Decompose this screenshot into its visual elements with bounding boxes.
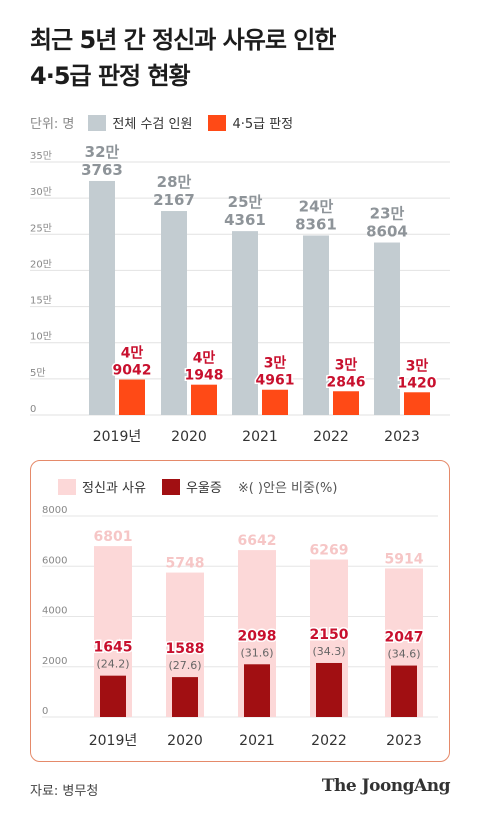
y-tick-label: 0 bbox=[42, 706, 48, 717]
data-label-total: 25만 bbox=[228, 193, 263, 211]
title-line-2: 4·5급 판정 현황 bbox=[30, 62, 191, 90]
x-tick-label: 2022 bbox=[313, 429, 349, 445]
legend-item-grade45: 4·5급 판정 bbox=[208, 113, 293, 132]
y-tick-label: 35만 bbox=[30, 150, 52, 162]
data-label-grade45: 1420 bbox=[398, 375, 437, 391]
source-note: 자료: 병무청 bbox=[30, 784, 99, 799]
bar-total bbox=[232, 231, 258, 415]
data-label-psych: 5914 bbox=[385, 551, 424, 567]
data-label-grade45: 3만 bbox=[335, 357, 358, 373]
x-tick-label: 2021 bbox=[242, 429, 278, 445]
share-label: (27.6) bbox=[168, 659, 201, 672]
data-label-total: 8361 bbox=[295, 215, 337, 233]
x-tick-label: 2022 bbox=[311, 733, 347, 749]
data-label-total: 3763 bbox=[81, 161, 123, 179]
legend-swatch-gray bbox=[88, 114, 107, 131]
bottom-chart-legend: 정신과 사유 우울증 ※( )안은 비중(%) bbox=[58, 477, 337, 496]
data-label-depression: 2098 bbox=[238, 628, 277, 644]
data-label-depression: 2047 bbox=[385, 630, 424, 646]
data-label-grade45: 3만 bbox=[264, 356, 287, 372]
data-label-grade45: 4만 bbox=[193, 351, 216, 367]
y-tick-label: 6000 bbox=[42, 555, 67, 566]
unit-label: 단위: 명 bbox=[30, 117, 75, 132]
x-tick-label: 2020 bbox=[171, 429, 207, 445]
data-label-depression: 1588 bbox=[166, 641, 205, 657]
bar-total bbox=[161, 211, 187, 415]
data-label-total: 4361 bbox=[224, 211, 266, 229]
share-label: (34.6) bbox=[387, 648, 420, 661]
chart-title: 최근 5년 간 정신과 사유로 인한 4·5급 판정 현황 bbox=[30, 22, 336, 94]
legend-label-total: 전체 수검 인원 bbox=[112, 117, 193, 132]
x-tick-label: 2019년 bbox=[89, 733, 138, 749]
data-label-psych: 6642 bbox=[238, 533, 277, 549]
data-label-depression: 2150 bbox=[310, 627, 349, 643]
bar-total bbox=[303, 235, 329, 415]
bar-depression bbox=[316, 662, 342, 717]
bar-grade45 bbox=[404, 392, 430, 415]
data-label-grade45: 9042 bbox=[113, 363, 152, 379]
share-label: (31.6) bbox=[240, 646, 273, 659]
y-tick-label: 10만 bbox=[30, 331, 52, 343]
data-label-total: 32만 bbox=[85, 143, 120, 161]
y-tick-label: 0 bbox=[30, 404, 36, 415]
data-label-total: 24만 bbox=[299, 197, 334, 215]
legend-item-psych: 정신과 사유 bbox=[58, 477, 146, 496]
y-tick-label: 15만 bbox=[30, 295, 52, 307]
legend-swatch-orange bbox=[208, 114, 227, 131]
y-tick-label: 20만 bbox=[30, 258, 52, 270]
data-label-total: 23만 bbox=[370, 205, 405, 223]
legend-swatch-darkred bbox=[161, 478, 180, 495]
x-tick-label: 2023 bbox=[386, 733, 422, 749]
y-tick-label: 2000 bbox=[42, 656, 67, 667]
bar-total bbox=[374, 242, 400, 415]
y-tick-label: 4000 bbox=[42, 606, 67, 617]
bar-grade45 bbox=[262, 389, 288, 415]
legend-item-depression: 우울증 bbox=[161, 477, 222, 496]
data-label-grade45: 3만 bbox=[406, 358, 429, 374]
data-label-grade45: 4961 bbox=[256, 373, 295, 389]
title-line-1: 최근 5년 간 정신과 사유로 인한 bbox=[30, 26, 336, 54]
data-label-grade45: 1948 bbox=[185, 368, 224, 384]
legend-label-grade45: 4·5급 판정 bbox=[232, 117, 294, 132]
data-label-total: 28만 bbox=[157, 173, 192, 191]
data-label-psych: 5748 bbox=[166, 556, 205, 572]
bar-grade45 bbox=[119, 379, 145, 415]
data-label-total: 2167 bbox=[153, 191, 195, 209]
bar-depression bbox=[391, 665, 417, 717]
y-tick-label: 5만 bbox=[30, 367, 46, 379]
x-tick-label: 2019년 bbox=[93, 429, 142, 445]
legend-label-depression: 우울증 bbox=[185, 481, 222, 496]
bar-depression bbox=[172, 677, 198, 717]
data-label-depression: 1645 bbox=[94, 640, 133, 656]
share-note: ※( )안은 비중(%) bbox=[237, 481, 338, 496]
bar-depression bbox=[244, 664, 270, 717]
y-tick-label: 25만 bbox=[30, 222, 52, 234]
legend-swatch-pink bbox=[58, 478, 76, 495]
x-tick-label: 2023 bbox=[384, 429, 420, 445]
bottom-bar-chart: 0 2000 4000 6000 8000 6801 1645 (24.2) 2019년 5748… bbox=[42, 505, 438, 749]
bar-grade45 bbox=[333, 391, 359, 415]
top-chart-legend: 단위: 명 전체 수검 인원 4·5급 판정 bbox=[30, 113, 309, 132]
data-label-grade45: 2846 bbox=[327, 374, 366, 390]
data-label-total: 8604 bbox=[366, 223, 408, 241]
bar-grade45 bbox=[191, 384, 217, 415]
publisher-logo: The JoongAng bbox=[321, 776, 451, 796]
data-label-psych: 6801 bbox=[94, 529, 133, 545]
legend-item-total: 전체 수검 인원 bbox=[88, 113, 192, 132]
share-label: (34.3) bbox=[312, 645, 345, 658]
x-tick-label: 2021 bbox=[239, 733, 275, 749]
legend-label-psych: 정신과 사유 bbox=[82, 481, 146, 496]
x-tick-label: 2020 bbox=[167, 733, 203, 749]
share-label: (24.2) bbox=[96, 658, 129, 671]
y-tick-label: 8000 bbox=[42, 505, 67, 516]
bar-depression bbox=[100, 675, 126, 717]
data-label-psych: 6269 bbox=[310, 542, 349, 558]
bar-total bbox=[89, 180, 115, 415]
data-label-grade45: 4만 bbox=[121, 346, 144, 362]
y-tick-label: 30만 bbox=[30, 186, 52, 198]
